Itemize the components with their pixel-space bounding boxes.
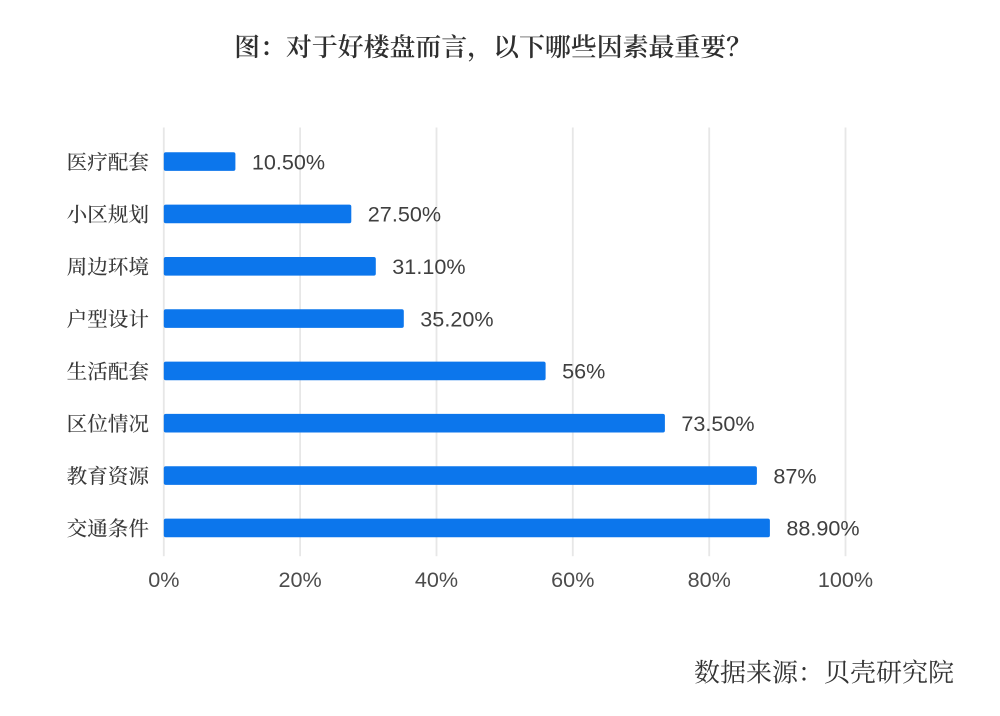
svg-text:88.90%: 88.90%	[786, 516, 859, 541]
svg-text:73.50%: 73.50%	[681, 411, 754, 436]
svg-text:31.10%: 31.10%	[392, 254, 465, 279]
svg-text:0%: 0%	[148, 567, 179, 592]
svg-text:87%: 87%	[773, 463, 816, 488]
svg-text:100%: 100%	[818, 567, 873, 592]
svg-text:27.50%: 27.50%	[368, 202, 441, 227]
svg-text:60%: 60%	[551, 567, 594, 592]
svg-text:10.50%: 10.50%	[252, 149, 325, 174]
svg-text:40%: 40%	[415, 567, 458, 592]
svg-text:35.20%: 35.20%	[420, 306, 493, 331]
svg-text:80%: 80%	[688, 567, 731, 592]
svg-text:20%: 20%	[278, 567, 321, 592]
svg-text:56%: 56%	[562, 359, 605, 384]
